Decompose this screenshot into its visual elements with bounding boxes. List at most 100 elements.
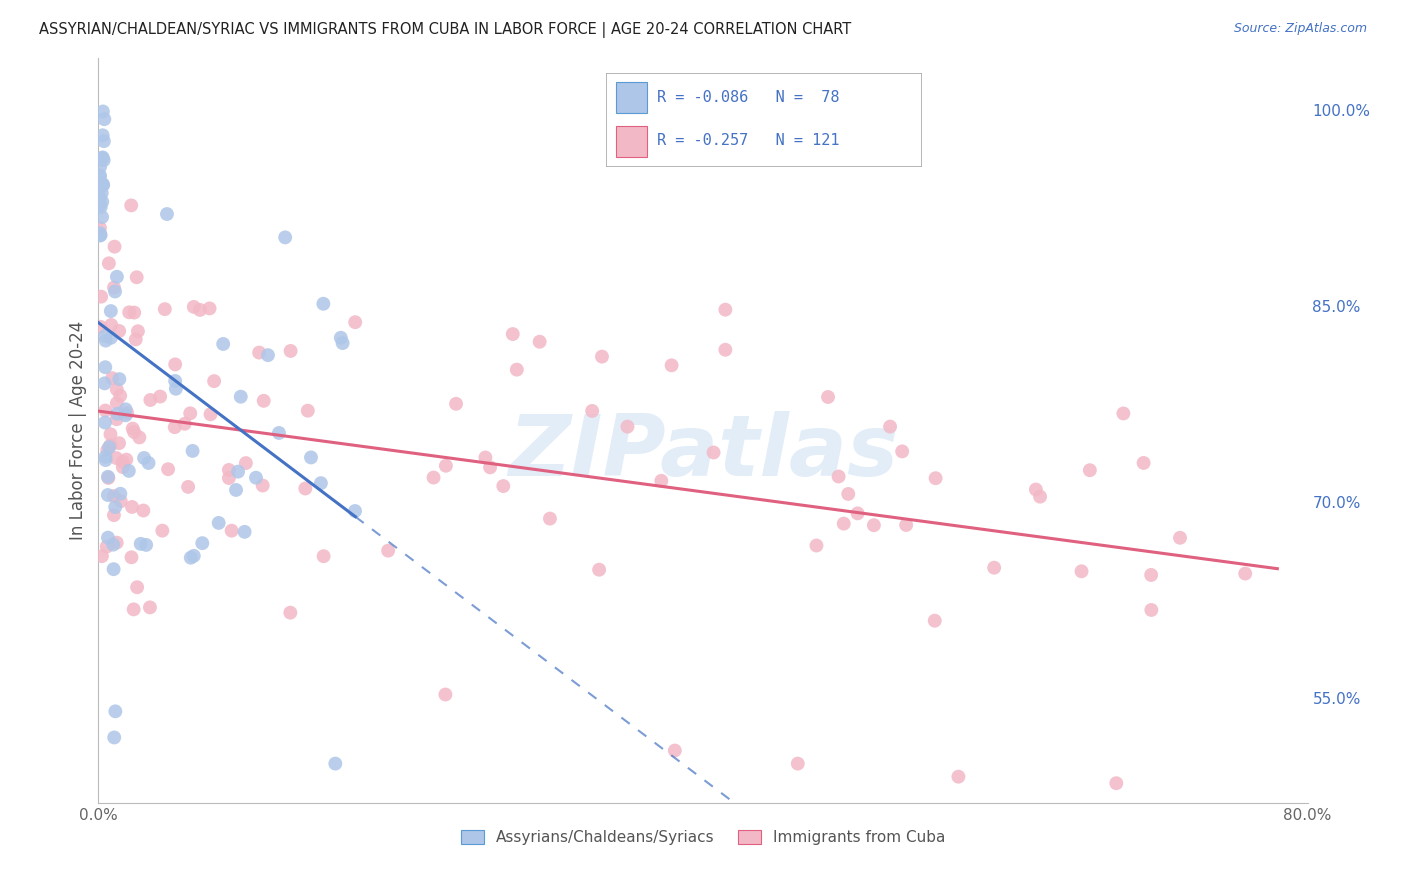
Point — [120, 198, 142, 212]
Point — [506, 362, 529, 376]
Point — [122, 602, 145, 616]
Text: Source: ZipAtlas.com: Source: ZipAtlas.com — [1233, 22, 1367, 36]
Point — [299, 450, 322, 465]
Point — [1140, 603, 1163, 617]
Point — [165, 382, 187, 396]
Point — [233, 524, 256, 539]
Point — [245, 471, 267, 485]
Point — [104, 704, 127, 718]
Point — [118, 464, 141, 478]
Point — [591, 350, 613, 364]
Point — [129, 537, 152, 551]
Point — [108, 372, 131, 386]
Legend: Assyrians/Chaldeans/Syriacs, Immigrants from Cuba: Assyrians/Chaldeans/Syriacs, Immigrants … — [454, 823, 952, 851]
Point — [786, 756, 808, 771]
Point — [91, 194, 114, 209]
Point — [846, 506, 869, 520]
Point — [138, 456, 160, 470]
Point — [117, 406, 139, 420]
Point — [434, 458, 457, 473]
Point — [896, 518, 918, 533]
Point — [108, 389, 131, 403]
Y-axis label: In Labor Force | Age 20-24: In Labor Force | Age 20-24 — [69, 321, 87, 540]
Point — [90, 290, 112, 304]
Point — [879, 419, 901, 434]
Point — [837, 487, 859, 501]
Point — [1132, 456, 1154, 470]
Point — [983, 560, 1005, 574]
Point — [91, 150, 114, 164]
Point — [108, 436, 131, 450]
Point — [1140, 568, 1163, 582]
Point — [91, 178, 114, 192]
Point — [156, 207, 179, 221]
Point — [444, 397, 467, 411]
Point — [165, 357, 187, 371]
Point — [97, 531, 120, 545]
Point — [96, 540, 118, 554]
Point — [163, 420, 186, 434]
Point — [924, 471, 946, 485]
Point — [218, 471, 240, 485]
Point — [89, 197, 111, 211]
Point — [94, 453, 117, 467]
Point — [94, 334, 117, 348]
Point — [132, 503, 155, 517]
Point — [538, 511, 561, 525]
Point — [181, 443, 204, 458]
Point — [94, 450, 117, 464]
Point — [110, 494, 132, 508]
Point — [616, 419, 638, 434]
Point — [103, 489, 125, 503]
Point — [89, 226, 111, 240]
Point — [105, 383, 128, 397]
Point — [93, 112, 115, 127]
Point — [110, 487, 132, 501]
Point — [1105, 776, 1128, 790]
Point — [235, 456, 257, 470]
Point — [121, 421, 143, 435]
Point — [97, 488, 120, 502]
Point — [127, 324, 149, 338]
Point — [93, 376, 115, 391]
Point — [1070, 564, 1092, 578]
Point — [100, 427, 122, 442]
Point — [128, 430, 150, 444]
Point — [122, 305, 145, 319]
Point — [183, 300, 205, 314]
Point — [105, 407, 128, 421]
Point — [323, 756, 346, 771]
Point — [257, 348, 280, 362]
Point — [329, 331, 352, 345]
Point — [309, 476, 332, 491]
Point — [103, 508, 125, 523]
Point — [97, 469, 120, 483]
Point — [103, 240, 125, 254]
Point — [105, 396, 128, 410]
Point — [183, 549, 205, 563]
Point — [149, 390, 172, 404]
Point — [212, 337, 235, 351]
Point — [89, 191, 111, 205]
Point — [344, 315, 367, 329]
Point — [863, 518, 886, 533]
Point — [221, 524, 243, 538]
Point — [114, 402, 136, 417]
Point — [100, 304, 122, 318]
Point — [1234, 566, 1257, 581]
Point — [492, 479, 515, 493]
Point — [97, 471, 120, 485]
Point — [97, 256, 120, 270]
Point — [90, 186, 112, 200]
Point — [90, 319, 112, 334]
Point — [108, 324, 131, 338]
Point — [817, 390, 839, 404]
Point — [332, 336, 354, 351]
Point — [91, 151, 114, 165]
Point — [89, 228, 111, 243]
Point — [267, 425, 290, 440]
Point — [165, 374, 187, 388]
Point — [103, 562, 125, 576]
Point — [101, 371, 124, 385]
Point — [1029, 490, 1052, 504]
